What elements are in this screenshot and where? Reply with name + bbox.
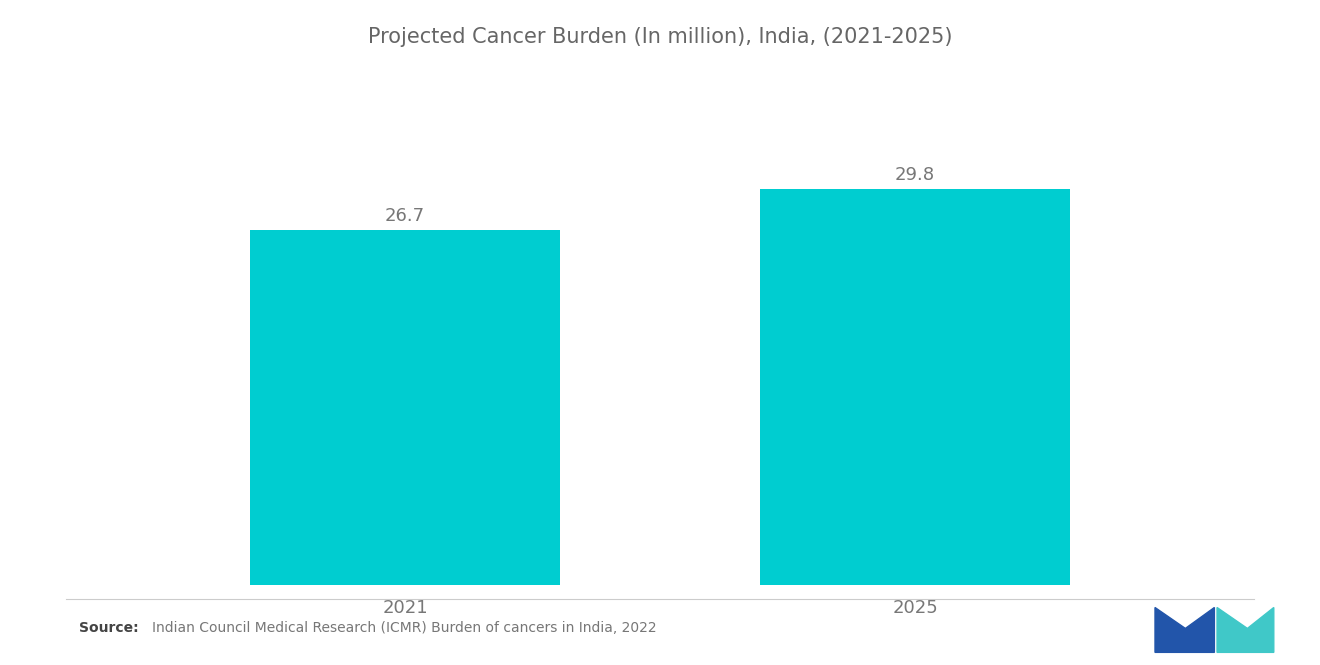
Text: 26.7: 26.7 — [385, 207, 425, 225]
Polygon shape — [1217, 608, 1274, 652]
Bar — [760, 189, 1071, 585]
Text: Projected Cancer Burden (In million), India, (2021-2025): Projected Cancer Burden (In million), In… — [368, 27, 952, 47]
Polygon shape — [1155, 608, 1214, 652]
Text: Source:: Source: — [79, 621, 139, 636]
Text: 29.8: 29.8 — [895, 166, 935, 184]
Bar — [249, 230, 560, 585]
Text: Indian Council Medical Research (ICMR) Burden of cancers in India, 2022: Indian Council Medical Research (ICMR) B… — [152, 621, 656, 636]
